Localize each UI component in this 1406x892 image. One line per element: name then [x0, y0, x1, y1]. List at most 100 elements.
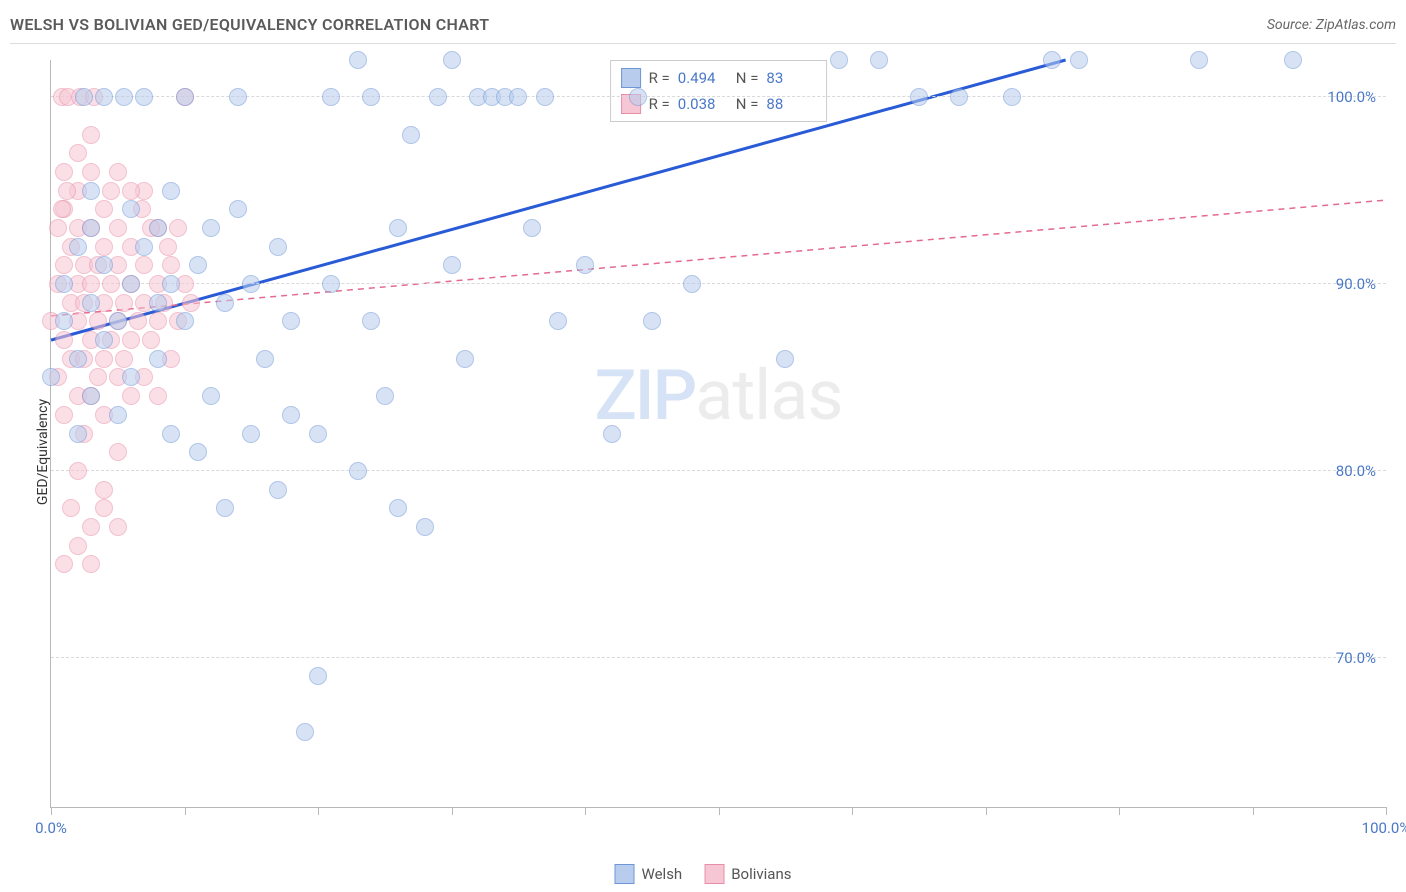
data-point: [149, 350, 167, 368]
data-point: [95, 200, 113, 218]
title-bar: WELSH VS BOLIVIAN GED/EQUIVALENCY CORREL…: [10, 6, 1396, 44]
data-point: [416, 518, 434, 536]
data-point: [456, 350, 474, 368]
chart-container: WELSH VS BOLIVIAN GED/EQUIVALENCY CORREL…: [0, 0, 1406, 892]
plot-region: ZIPatlas R = 0.494 N = 83 R = 0.038 N = …: [50, 60, 1386, 808]
data-point: [950, 88, 968, 106]
x-tick: [585, 807, 586, 815]
data-point: [603, 425, 621, 443]
data-point: [135, 238, 153, 256]
data-point: [202, 219, 220, 237]
data-point: [629, 88, 647, 106]
data-point: [69, 144, 87, 162]
data-point: [122, 200, 140, 218]
data-point: [69, 350, 87, 368]
data-point: [115, 350, 133, 368]
gridline: [51, 470, 1386, 471]
data-point: [162, 275, 180, 293]
data-point: [176, 88, 194, 106]
source-label: Source: ZipAtlas.com: [1267, 17, 1396, 33]
data-point: [776, 350, 794, 368]
n-label: N =: [736, 69, 759, 87]
data-point: [149, 219, 167, 237]
data-point: [82, 518, 100, 536]
data-point: [109, 518, 127, 536]
data-point: [62, 499, 80, 517]
data-point: [523, 219, 541, 237]
x-tick-label: 0.0%: [35, 819, 67, 837]
data-point: [162, 425, 180, 443]
data-point: [256, 350, 274, 368]
x-tick: [51, 807, 52, 815]
data-point: [229, 200, 247, 218]
data-point: [216, 499, 234, 517]
data-point: [362, 312, 380, 330]
data-point: [109, 163, 127, 181]
data-point: [109, 312, 127, 330]
data-point: [1190, 51, 1208, 69]
r-label: R =: [649, 95, 670, 113]
legend-swatch: [704, 864, 724, 884]
data-point: [55, 331, 73, 349]
data-point: [1043, 51, 1061, 69]
data-point: [122, 368, 140, 386]
data-point: [322, 275, 340, 293]
data-point: [82, 219, 100, 237]
data-point: [162, 256, 180, 274]
data-point: [282, 312, 300, 330]
data-point: [149, 387, 167, 405]
data-point: [683, 275, 701, 293]
data-point: [182, 294, 200, 312]
data-point: [58, 182, 76, 200]
data-point: [402, 126, 420, 144]
n-value-bolivians: 88: [766, 95, 816, 113]
data-point: [135, 256, 153, 274]
x-tick: [1119, 807, 1120, 815]
data-point: [296, 723, 314, 741]
data-point: [169, 219, 187, 237]
data-point: [349, 51, 367, 69]
data-point: [269, 238, 287, 256]
data-point: [362, 88, 380, 106]
data-point: [55, 275, 73, 293]
data-point: [95, 238, 113, 256]
series-legend: WelshBolivians: [615, 864, 792, 884]
x-tick: [318, 807, 319, 815]
data-point: [122, 275, 140, 293]
x-tick: [185, 807, 186, 815]
data-point: [149, 312, 167, 330]
x-tick: [719, 807, 720, 815]
data-point: [443, 51, 461, 69]
data-point: [216, 294, 234, 312]
data-point: [55, 163, 73, 181]
data-point: [95, 331, 113, 349]
data-point: [376, 387, 394, 405]
legend-swatch: [615, 864, 635, 884]
swatch-welsh: [621, 68, 641, 88]
data-point: [69, 462, 87, 480]
gridline: [51, 657, 1386, 658]
y-tick-label: 70.0%: [1336, 649, 1376, 667]
y-tick-label: 90.0%: [1336, 275, 1376, 293]
data-point: [135, 88, 153, 106]
data-point: [49, 219, 67, 237]
x-tick: [986, 807, 987, 815]
data-point: [1070, 51, 1088, 69]
data-point: [122, 182, 140, 200]
data-point: [102, 182, 120, 200]
data-point: [576, 256, 594, 274]
data-point: [122, 331, 140, 349]
data-point: [69, 537, 87, 555]
data-point: [95, 350, 113, 368]
data-point: [95, 499, 113, 517]
x-tick: [1253, 807, 1254, 815]
data-point: [349, 462, 367, 480]
n-value-welsh: 83: [766, 69, 816, 87]
data-point: [269, 481, 287, 499]
data-point: [509, 88, 527, 106]
data-point: [129, 312, 147, 330]
data-point: [309, 667, 327, 685]
data-point: [549, 312, 567, 330]
data-point: [75, 88, 93, 106]
data-point: [82, 555, 100, 573]
